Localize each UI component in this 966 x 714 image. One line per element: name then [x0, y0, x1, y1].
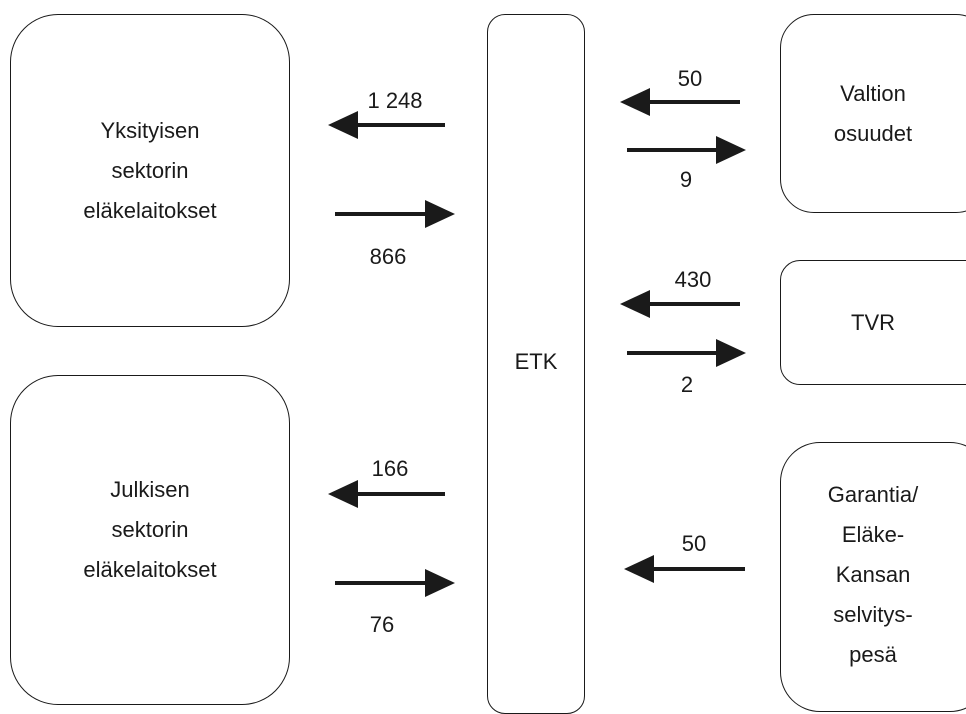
- flow-label-state-to-etk: 50: [677, 66, 703, 91]
- flow-label-etk-to-public: 166: [371, 456, 409, 481]
- node-tvr-label: TVR: [851, 309, 895, 335]
- arrow-etk-to-public-head: [328, 480, 358, 508]
- flow-arrows: [328, 88, 746, 597]
- node-garantia-line-2: Eläke-: [841, 522, 905, 547]
- arrow-state-to-etk-head: [620, 88, 650, 116]
- arrow-etk-to-state-head: [716, 136, 746, 164]
- arrow-etk-to-tvr-head: [716, 339, 746, 367]
- arrow-private-to-etk-head: [425, 200, 455, 228]
- node-private-line-3: eläkelaitokset: [83, 197, 217, 223]
- flow-label-public-to-etk: 76: [369, 612, 395, 637]
- node-public-sector: Julkisen sektorin eläkelaitokset: [10, 375, 290, 705]
- node-private-sector: Yksityisen sektorin eläkelaitokset: [10, 14, 290, 327]
- node-garantia-line-3: Kansan: [835, 562, 911, 587]
- node-tvr: TVR: [780, 260, 966, 385]
- node-state-line-2: osuudet: [833, 120, 913, 146]
- flow-label-garantia-to-etk: 50: [681, 531, 707, 556]
- arrow-tvr-to-etk-head: [620, 290, 650, 318]
- node-etk-label: ETK: [514, 349, 558, 374]
- flow-label-etk-to-state: 9: [679, 167, 693, 192]
- node-garantia-line-1: Garantia/: [827, 482, 919, 507]
- node-garantia: Garantia/ Eläke- Kansan selvitys- pesä: [780, 442, 966, 712]
- flow-label-tvr-to-etk: 430: [674, 267, 712, 292]
- arrow-garantia-to-etk-head: [624, 555, 654, 583]
- node-public-line-2: sektorin: [111, 517, 189, 542]
- arrow-public-to-etk-head: [425, 569, 455, 597]
- arrow-etk-to-private-head: [328, 111, 358, 139]
- node-garantia-line-5: pesä: [849, 642, 897, 667]
- node-public-line-1: Julkisen: [110, 477, 190, 502]
- node-private-line-2: sektorin: [111, 157, 189, 183]
- flow-label-private-to-etk: 866: [369, 244, 407, 269]
- flow-label-etk-to-private: 1 248: [367, 88, 423, 113]
- node-public-line-3: eläkelaitokset: [83, 557, 217, 582]
- node-garantia-line-4: selvitys-: [833, 602, 913, 627]
- node-state-line-1: Valtion: [840, 80, 906, 106]
- flow-label-etk-to-tvr: 2: [680, 372, 694, 397]
- node-state-share: Valtion osuudet: [780, 14, 966, 213]
- node-etk: ETK: [487, 14, 585, 714]
- node-private-line-1: Yksityisen: [100, 117, 200, 143]
